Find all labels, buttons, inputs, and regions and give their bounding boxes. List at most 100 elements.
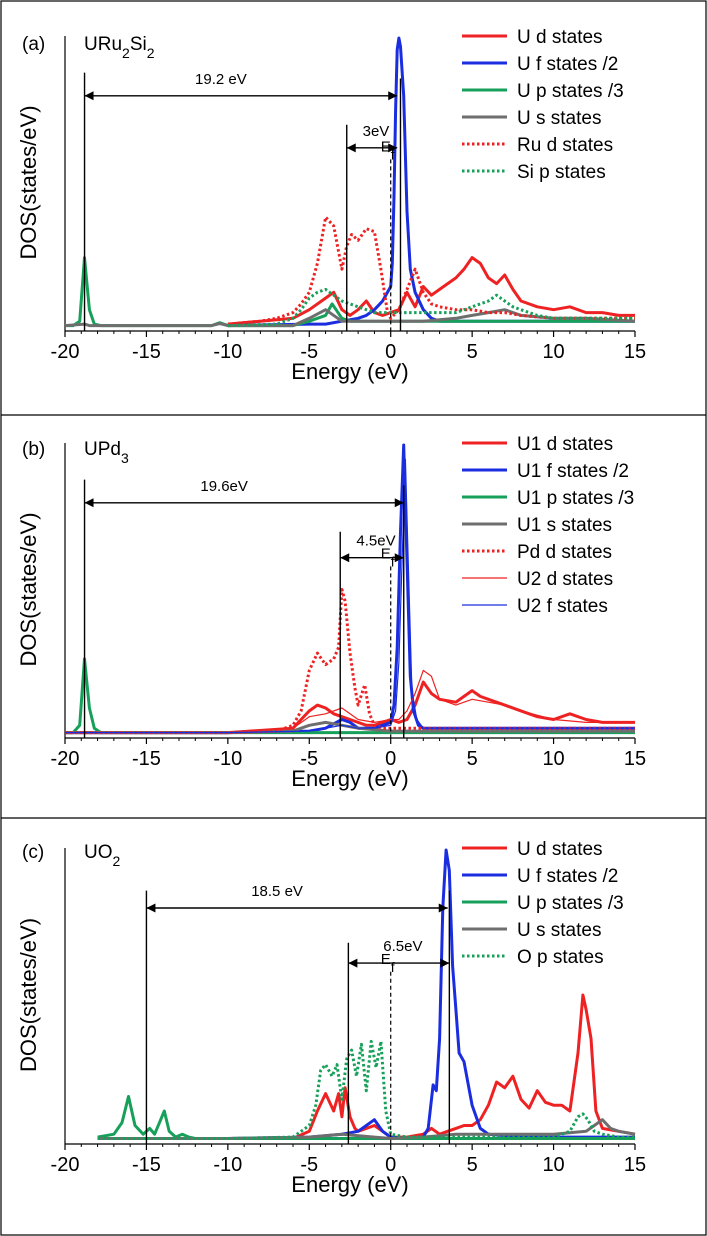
x-tick-label: 15 xyxy=(624,748,646,770)
fermi-label: Ef xyxy=(381,951,395,975)
legend-entry: U1 p states /3 xyxy=(517,488,634,509)
subscript: 2 xyxy=(122,45,130,61)
x-tick-label: -15 xyxy=(132,341,161,363)
series-line-0 xyxy=(227,256,635,326)
arrowhead-right xyxy=(438,903,448,913)
x-tick-label: -10 xyxy=(213,341,242,363)
arrowhead-right xyxy=(440,958,450,968)
subscript: 2 xyxy=(113,853,121,869)
series-line-0 xyxy=(65,680,635,735)
arrowhead-right xyxy=(394,498,404,508)
x-tick-label: 5 xyxy=(467,748,478,770)
fermi-label: Ef xyxy=(381,138,395,162)
x-tick-label: 10 xyxy=(542,341,564,363)
y-axis-label: DOS(states/eV) xyxy=(16,512,41,666)
legend-entry: U2 f states xyxy=(517,596,608,617)
series-line-4 xyxy=(227,215,635,326)
compound-label: UPd3 xyxy=(84,439,129,466)
subscript: f xyxy=(391,146,395,162)
panel-label: (b) xyxy=(22,439,45,460)
x-tick-label: -20 xyxy=(51,748,80,770)
series-line-5 xyxy=(227,287,635,328)
formula-part: E xyxy=(381,138,391,155)
x-axis-label: Energy (eV) xyxy=(291,1172,408,1197)
energy-gap-label: 4.5eV xyxy=(356,533,395,550)
legend-entry: U p states /3 xyxy=(517,81,624,102)
x-axis-label: Energy (eV) xyxy=(291,766,408,791)
x-tick-label: 5 xyxy=(467,341,478,363)
x-tick-label: -10 xyxy=(213,748,242,770)
subscript: 2 xyxy=(147,45,155,61)
x-tick-label: 0 xyxy=(385,1154,396,1176)
energy-gap-label: 6.5eV xyxy=(383,938,422,955)
x-tick-label: 15 xyxy=(624,341,646,363)
arrowhead-left xyxy=(84,91,94,101)
x-tick-label: -20 xyxy=(51,1154,80,1176)
subscript: f xyxy=(391,553,395,569)
panel-c: -20 -15 -10 -5 0 5 10 15 Energy (eV) DOS(states/e… xyxy=(16,839,646,1197)
energy-gap-label: 19.2 eV xyxy=(195,71,247,88)
x-axis-label: Energy (eV) xyxy=(291,359,408,384)
legend-entry: U2 d states xyxy=(517,569,613,590)
legend-entry: U f states /2 xyxy=(517,54,618,75)
legend-entry: U1 f states /2 xyxy=(517,461,629,482)
energy-gap-label: 19.6eV xyxy=(200,478,248,495)
series-line-1 xyxy=(97,848,635,1140)
legend-entry: Pd d states xyxy=(517,542,612,563)
legend-entry: U1 d states xyxy=(517,434,613,455)
arrowhead-right xyxy=(394,553,404,563)
arrowhead-right xyxy=(388,91,398,101)
legend-entry: U d states xyxy=(517,839,603,860)
formula-part: E xyxy=(381,545,391,562)
subscript: f xyxy=(391,959,395,975)
panel-label: (c) xyxy=(22,842,44,863)
series-line-2 xyxy=(97,1095,635,1140)
formula-part: Si xyxy=(130,34,147,55)
x-tick-label: -5 xyxy=(300,341,318,363)
x-tick-label: -20 xyxy=(51,341,80,363)
formula-part: UO xyxy=(84,842,113,863)
formula-part: E xyxy=(381,951,391,968)
series-line-3 xyxy=(64,308,636,328)
compound-label: UO2 xyxy=(84,842,121,869)
x-tick-label: -15 xyxy=(132,748,161,770)
x-tick-label: 5 xyxy=(467,1154,478,1176)
x-tick-label: -10 xyxy=(213,1154,242,1176)
arrowhead-right xyxy=(388,143,398,153)
formula-part: UPd xyxy=(84,439,121,460)
compound-label: URu2Si2 xyxy=(84,34,155,61)
arrowhead-left xyxy=(346,143,356,153)
x-tick-label: -5 xyxy=(300,1154,318,1176)
x-tick-label: 10 xyxy=(542,748,564,770)
series-line-0 xyxy=(97,993,636,1140)
x-tick-label: -5 xyxy=(300,748,318,770)
y-axis-label: DOS(states/eV) xyxy=(16,918,41,1072)
panel-b: -20 -15 -10 -5 0 5 10 15 Energy (eV) DOS(states/e… xyxy=(16,434,646,791)
energy-gap-label: 18.5 eV xyxy=(251,883,303,900)
arrowhead-left xyxy=(340,553,350,563)
series-line-5 xyxy=(65,669,635,734)
legend-entry: U s states xyxy=(517,108,601,129)
x-tick-label: 0 xyxy=(385,748,396,770)
x-tick-label: -15 xyxy=(132,1154,161,1176)
legend-entry: O p states xyxy=(517,947,604,968)
legend-entry: U p states /3 xyxy=(517,893,624,914)
arrowhead-left xyxy=(84,498,94,508)
subscript: 3 xyxy=(121,450,129,466)
legend-entry: U s states xyxy=(517,920,601,941)
legend-entry: U d states xyxy=(517,27,603,48)
series-line-2 xyxy=(65,657,635,735)
legend-entry: U1 s states xyxy=(517,515,612,536)
x-tick-label: 15 xyxy=(624,1154,646,1176)
legend-entry: Ru d states xyxy=(517,135,613,156)
x-tick-label: 0 xyxy=(385,341,396,363)
panel-label: (a) xyxy=(22,34,45,55)
arrowhead-left xyxy=(146,903,156,913)
energy-gap-label: 3eV xyxy=(363,123,390,140)
arrowhead-left xyxy=(348,958,358,968)
legend-entry: Si p states xyxy=(517,162,606,183)
y-axis-label: DOS(states/eV) xyxy=(16,105,41,259)
fermi-label: Ef xyxy=(381,545,395,569)
